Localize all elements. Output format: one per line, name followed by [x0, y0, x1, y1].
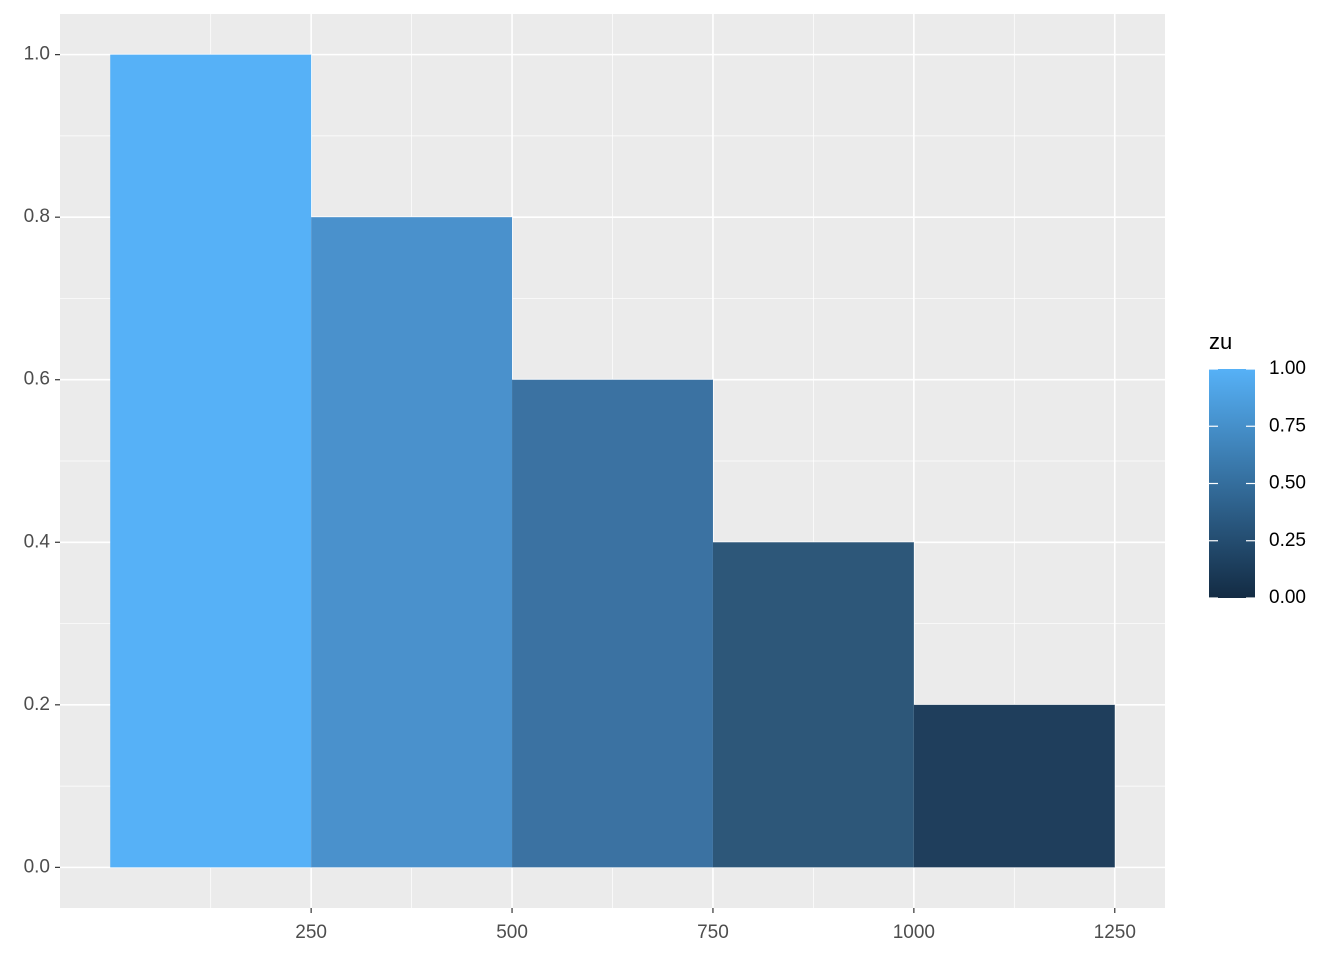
legend-label: 0.25 [1269, 530, 1306, 551]
bar [512, 379, 713, 868]
y-tick-label: 0.6 [24, 369, 50, 390]
y-tick-label: 0.0 [24, 856, 50, 877]
bar [110, 54, 312, 868]
legend-label: 0.50 [1269, 473, 1306, 494]
y-tick-label: 0.8 [24, 206, 50, 227]
bar [712, 542, 914, 868]
x-tick-label: 500 [496, 922, 528, 943]
bar [311, 217, 513, 868]
legend-label: 0.75 [1269, 415, 1306, 436]
x-tick-label: 1250 [1094, 922, 1136, 943]
y-tick-label: 1.0 [24, 44, 50, 65]
y-tick-label: 0.4 [24, 531, 51, 552]
x-tick-label: 750 [697, 922, 729, 943]
legend-label: 1.00 [1269, 358, 1306, 379]
x-tick-label: 1000 [893, 922, 935, 943]
legend-title: zu [1209, 329, 1232, 354]
legend-label: 0.00 [1269, 587, 1306, 608]
y-tick-label: 0.2 [24, 694, 50, 715]
x-tick-label: 250 [295, 922, 327, 943]
bar [913, 704, 1115, 868]
